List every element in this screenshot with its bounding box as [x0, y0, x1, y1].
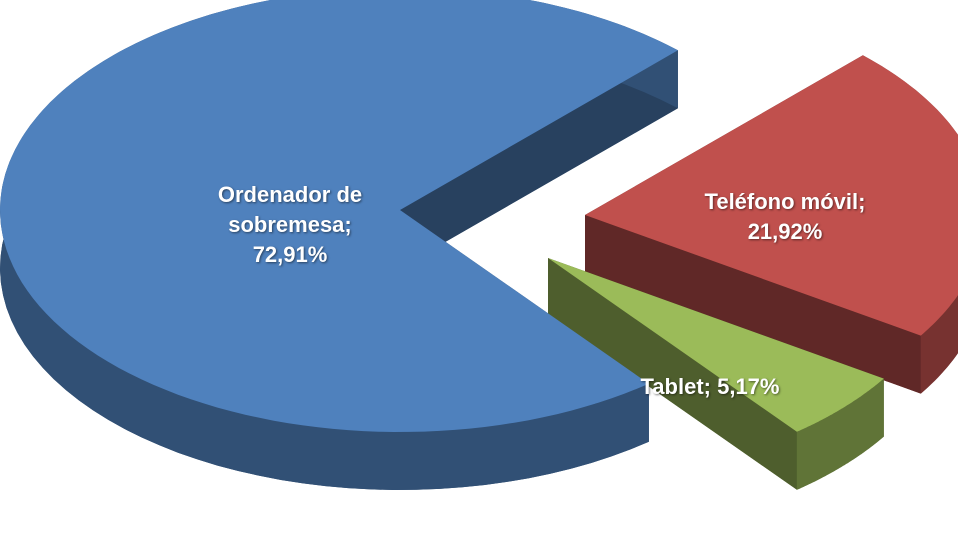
- slice-side: [796, 378, 884, 490]
- data-label: Teléfono móvil; 21,92%: [704, 189, 866, 244]
- slice: [548, 258, 884, 432]
- slice-wall: [548, 258, 797, 490]
- data-label: Ordenador de sobremesa; 72,91%: [217, 182, 363, 267]
- slice-wall: [585, 215, 921, 394]
- slice-wall: [400, 50, 678, 268]
- slice: [0, 0, 678, 432]
- slice: [585, 55, 958, 336]
- data-label: Tablet; 5,17%: [640, 374, 780, 399]
